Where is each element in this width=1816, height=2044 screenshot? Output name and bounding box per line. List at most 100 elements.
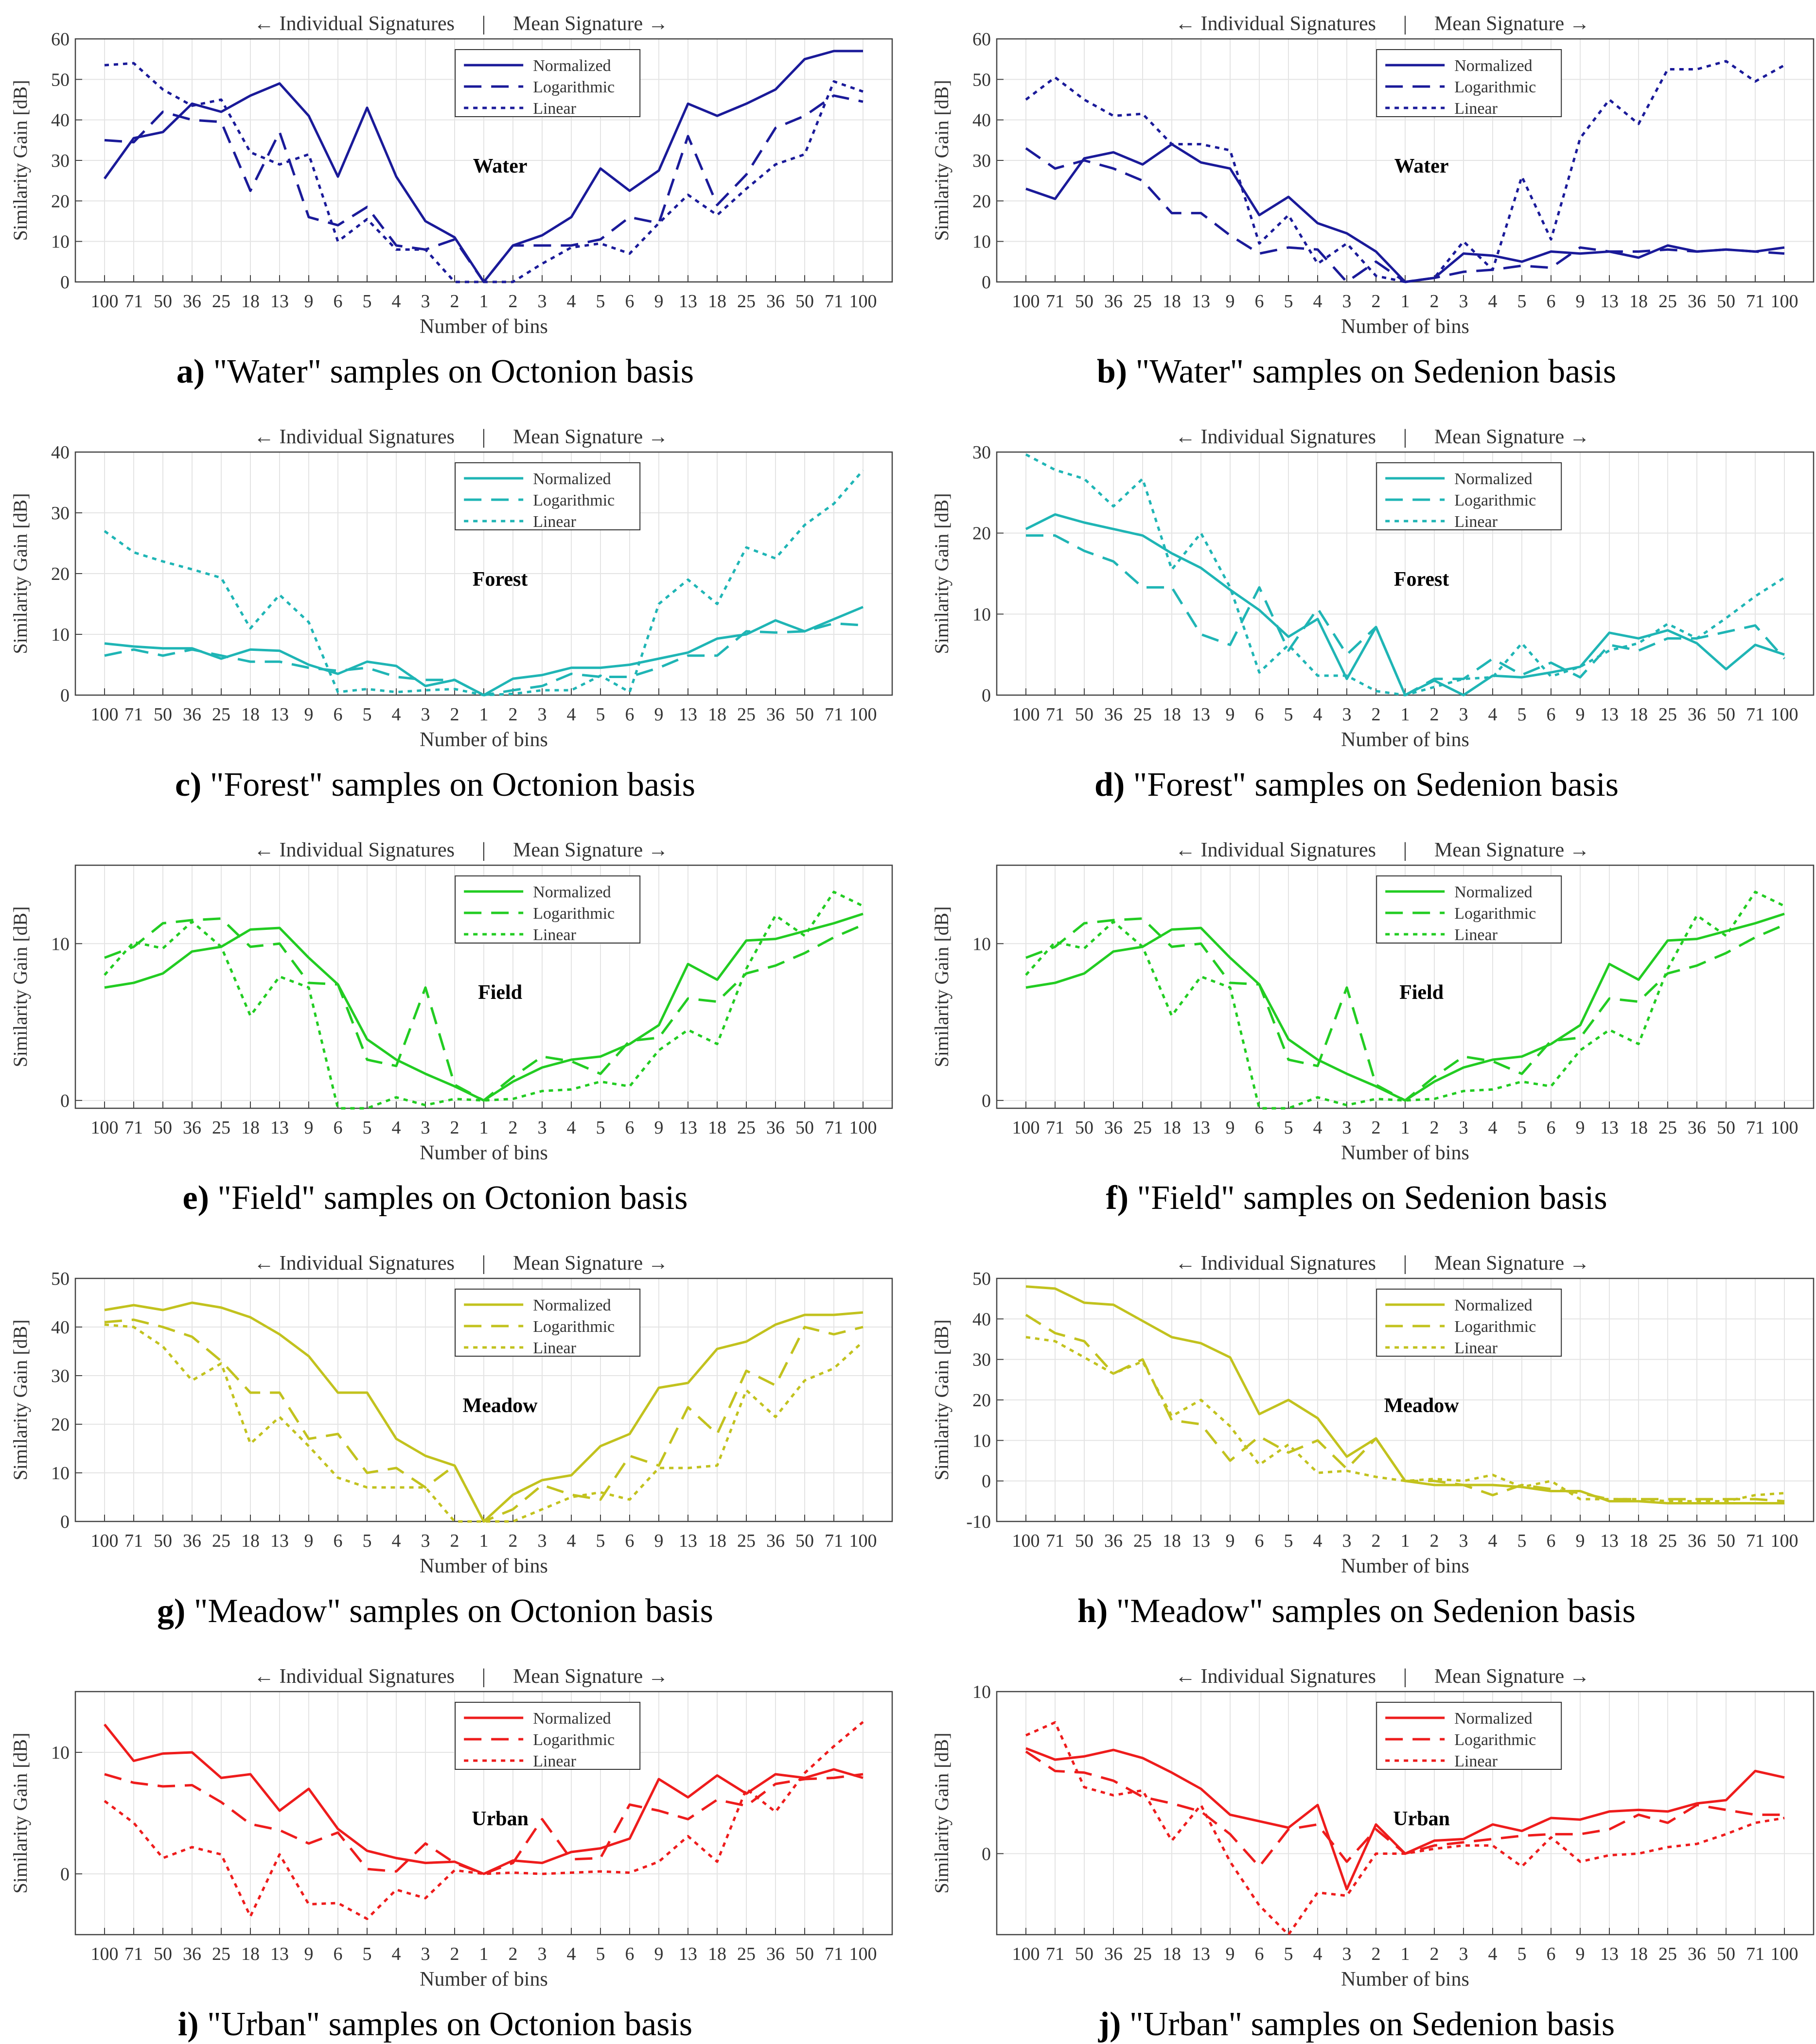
x-axis-label: Number of bins (420, 1555, 548, 1577)
top-note-separator: | (1403, 426, 1407, 448)
x-tick-label: 6 (1255, 1944, 1264, 1964)
x-tick-label: 5 (596, 704, 605, 725)
top-note-separator: | (482, 13, 486, 35)
x-tick-label: 4 (1313, 704, 1322, 725)
x-tick-label: 25 (212, 704, 230, 725)
caption-text: "Water" samples on Octonion basis (205, 353, 694, 390)
x-tick-label: 5 (363, 1944, 372, 1964)
x-tick-label: 6 (1547, 291, 1556, 312)
x-tick-label: 36 (1688, 1118, 1706, 1138)
y-axis-label: Similarity Gain [dB] (9, 80, 31, 241)
legend-entry: Logarithmic (1454, 1318, 1536, 1336)
chart-caption: d) "Forest" samples on Sedenion basis (851, 766, 1816, 804)
x-tick-label: 3 (421, 1944, 430, 1964)
x-tick-label: 6 (1255, 1118, 1264, 1138)
x-tick-label: 71 (1746, 1531, 1764, 1551)
x-tick-label: 25 (1133, 704, 1152, 725)
x-tick-label: 36 (1688, 1944, 1706, 1964)
x-tick-label: 3 (1459, 1944, 1468, 1964)
x-tick-label: 50 (795, 1118, 814, 1138)
x-tick-label: 1 (1401, 1118, 1410, 1138)
x-tick-label: 3 (1459, 291, 1468, 312)
x-axis-label: Number of bins (1341, 1555, 1469, 1577)
x-tick-label: 3 (1459, 704, 1468, 725)
x-tick-label: 2 (450, 704, 459, 725)
top-note-separator: | (1403, 839, 1407, 861)
y-tick-label: 10 (972, 232, 991, 252)
x-tick-label: 50 (1717, 1944, 1735, 1964)
x-tick-label: 13 (270, 1944, 289, 1964)
y-tick-label: 10 (972, 1682, 991, 1702)
x-axis-label: Number of bins (420, 1142, 548, 1164)
y-tick-label: 60 (51, 29, 70, 50)
y-tick-label: 50 (51, 70, 70, 90)
x-tick-label: 13 (679, 704, 697, 725)
x-tick-label: 2 (450, 1118, 459, 1138)
top-note-right: Mean Signature → (1434, 1252, 1590, 1275)
x-tick-label: 18 (1629, 704, 1648, 725)
y-axis-label: Similarity Gain [dB] (9, 1319, 31, 1480)
x-tick-label: 71 (825, 704, 843, 725)
x-tick-label: 50 (154, 1531, 172, 1551)
y-tick-label: 0 (982, 272, 991, 293)
x-tick-label: 36 (766, 1531, 785, 1551)
chart-caption: f) "Field" samples on Sedenion basis (851, 1179, 1816, 1218)
x-tick-label: 25 (212, 291, 230, 312)
x-tick-label: 71 (825, 1118, 843, 1138)
x-tick-label: 9 (1226, 291, 1235, 312)
x-tick-label: 2 (509, 704, 518, 725)
x-tick-label: 9 (304, 291, 314, 312)
caption-text: "Field" samples on Octonion basis (209, 1179, 688, 1217)
x-tick-label: 50 (1075, 1531, 1093, 1551)
x-tick-label: 3 (538, 1118, 547, 1138)
legend-box (1376, 49, 1562, 117)
y-tick-label: 0 (60, 1091, 70, 1111)
x-tick-label: 18 (708, 1531, 726, 1551)
legend-entry: Normalized (1454, 470, 1533, 488)
x-tick-label: 71 (1046, 1531, 1064, 1551)
x-tick-label: 50 (154, 1944, 172, 1964)
x-tick-label: 71 (124, 1118, 143, 1138)
x-tick-label: 13 (1600, 1531, 1619, 1551)
x-tick-label: 100 (91, 291, 119, 312)
y-tick-label: 20 (51, 191, 70, 211)
x-tick-label: 25 (212, 1531, 230, 1551)
x-tick-label: 1 (479, 1118, 489, 1138)
x-tick-label: 50 (795, 1944, 814, 1964)
caption-letter: b) (1096, 353, 1128, 390)
x-tick-label: 1 (479, 704, 489, 725)
series-line-linear (1025, 1336, 1785, 1502)
series-line-linear (1025, 60, 1785, 283)
x-tick-label: 71 (1046, 704, 1064, 725)
x-tick-label: 71 (825, 291, 843, 312)
x-tick-label: 13 (1192, 704, 1210, 725)
x-tick-label: 2 (450, 1531, 459, 1551)
series-line-linear (1025, 1721, 1785, 1936)
chart-annotation: Meadow (463, 1395, 538, 1417)
legend-entry: Normalized (533, 1710, 611, 1728)
x-tick-label: 36 (766, 1944, 785, 1964)
y-tick-label: 0 (60, 272, 70, 293)
caption-letter: i) (177, 2006, 199, 2043)
x-tick-label: 6 (1547, 1531, 1556, 1551)
y-tick-label: 0 (982, 1091, 991, 1111)
x-tick-label: 100 (849, 291, 877, 312)
series-line-logarithmic (104, 917, 864, 1102)
x-tick-label: 2 (450, 1944, 459, 1964)
y-tick-label: 40 (972, 110, 991, 131)
legend-entry: Linear (533, 1752, 576, 1770)
y-tick-label: 40 (51, 1317, 70, 1338)
x-tick-label: 3 (1342, 291, 1352, 312)
legend-entry: Normalized (533, 1296, 611, 1314)
x-tick-label: 18 (708, 704, 726, 725)
x-tick-label: 18 (241, 291, 260, 312)
x-tick-label: 1 (479, 1944, 489, 1964)
x-tick-label: 36 (766, 704, 785, 725)
x-tick-label: 100 (849, 1531, 877, 1551)
x-tick-label: 50 (1075, 1118, 1093, 1138)
x-tick-label: 100 (1771, 1118, 1798, 1138)
x-tick-label: 18 (1163, 704, 1181, 725)
x-tick-label: 6 (334, 1944, 343, 1964)
